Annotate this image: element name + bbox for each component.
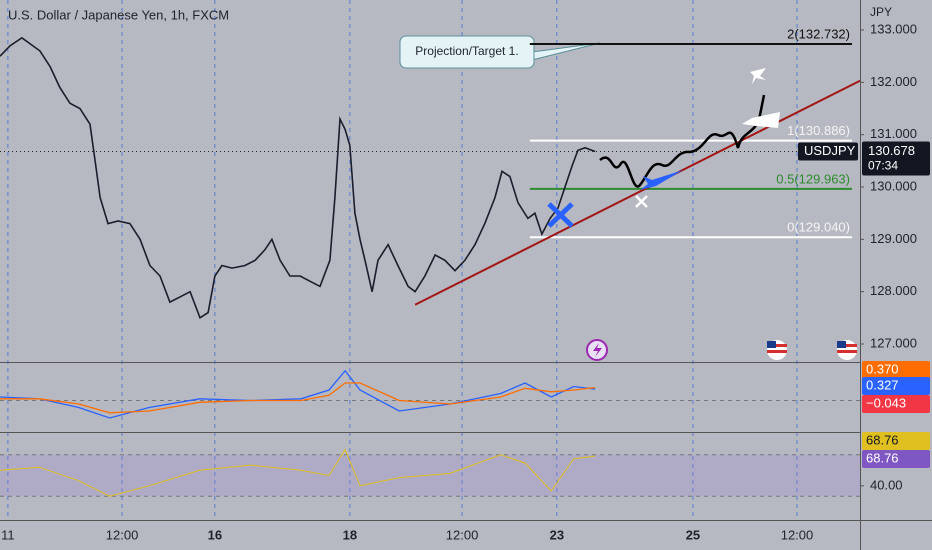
annotation-text: Projection/Target 1.	[415, 44, 518, 58]
plot: 2(132.732) 1(130.886) 0.5(129.963) 0(129.04…	[0, 26, 861, 497]
drawing-arrow	[742, 112, 780, 128]
y-tick-label: 133.000	[870, 21, 917, 36]
y-tick-label: 40.00	[870, 477, 903, 492]
rsi-tag	[862, 450, 930, 468]
y-tick-label: 127.000	[870, 335, 917, 350]
currency-label: JPY	[870, 5, 892, 19]
macd-tag-text: 0.370	[866, 361, 899, 376]
macd-tag-text: −0.043	[866, 395, 906, 410]
drawing-cross	[635, 195, 648, 208]
x-tick-label: 23	[550, 527, 564, 542]
macd-line	[0, 369, 596, 419]
fib-label: 2(132.732)	[787, 26, 850, 41]
macd-tag	[862, 361, 930, 379]
fib-label: 1(130.886)	[787, 123, 850, 138]
fib-label: 0.5(129.963)	[776, 171, 850, 186]
y-tick-label: 128.000	[870, 283, 917, 298]
price-tag	[862, 141, 930, 176]
fib-label: 0(129.040)	[787, 220, 850, 235]
x-tick-label: 16	[208, 527, 222, 542]
x-tick-label: 11	[1, 527, 15, 542]
drawing-arrow	[640, 170, 683, 190]
macd-tag-text: 0.327	[866, 377, 899, 392]
trendline	[414, 79, 861, 306]
x-tick-label: 12:00	[106, 527, 139, 542]
pane-divider	[0, 520, 932, 521]
pane-divider	[0, 432, 860, 433]
price-tag-text: 130.678	[868, 143, 915, 158]
y-tick-label: 131.000	[870, 126, 917, 141]
grid	[7, 0, 798, 520]
drawing-cross	[547, 202, 574, 228]
rsi-tag-text: 68.76	[866, 432, 899, 447]
rsi-tag-text: 68.76	[866, 450, 899, 465]
y-tick-label: 130.000	[870, 178, 917, 193]
x-tick-label: 25	[686, 527, 700, 542]
pane-divider	[0, 362, 860, 363]
x-tick-label: 12:00	[781, 527, 814, 542]
macd-tag	[862, 377, 930, 395]
x-tick-label: 18	[343, 527, 357, 542]
macd-line	[0, 382, 596, 414]
y-tick-label: 129.000	[870, 231, 917, 246]
drawing	[599, 94, 766, 188]
x-tick-label: 12:00	[446, 527, 479, 542]
drawing-plane	[750, 68, 766, 84]
axis-divider	[860, 0, 861, 550]
chart-title: U.S. Dollar / Japanese Yen, 1h, FXCM	[8, 7, 229, 22]
symbol-tag-text: USDJPY	[804, 143, 856, 158]
event-icon[interactable]	[586, 339, 608, 361]
event-flag[interactable]	[837, 340, 857, 360]
event-flag[interactable]	[767, 340, 787, 360]
y-tick-label: 132.000	[870, 74, 917, 89]
rsi-line	[0, 448, 596, 497]
price-line	[0, 36, 596, 320]
annotation[interactable]: Projection/Target 1.	[399, 35, 601, 69]
countdown: 07:34	[868, 159, 898, 173]
rsi-tag	[862, 432, 930, 450]
symbol-tag	[798, 142, 858, 161]
macd-tag	[862, 395, 930, 413]
